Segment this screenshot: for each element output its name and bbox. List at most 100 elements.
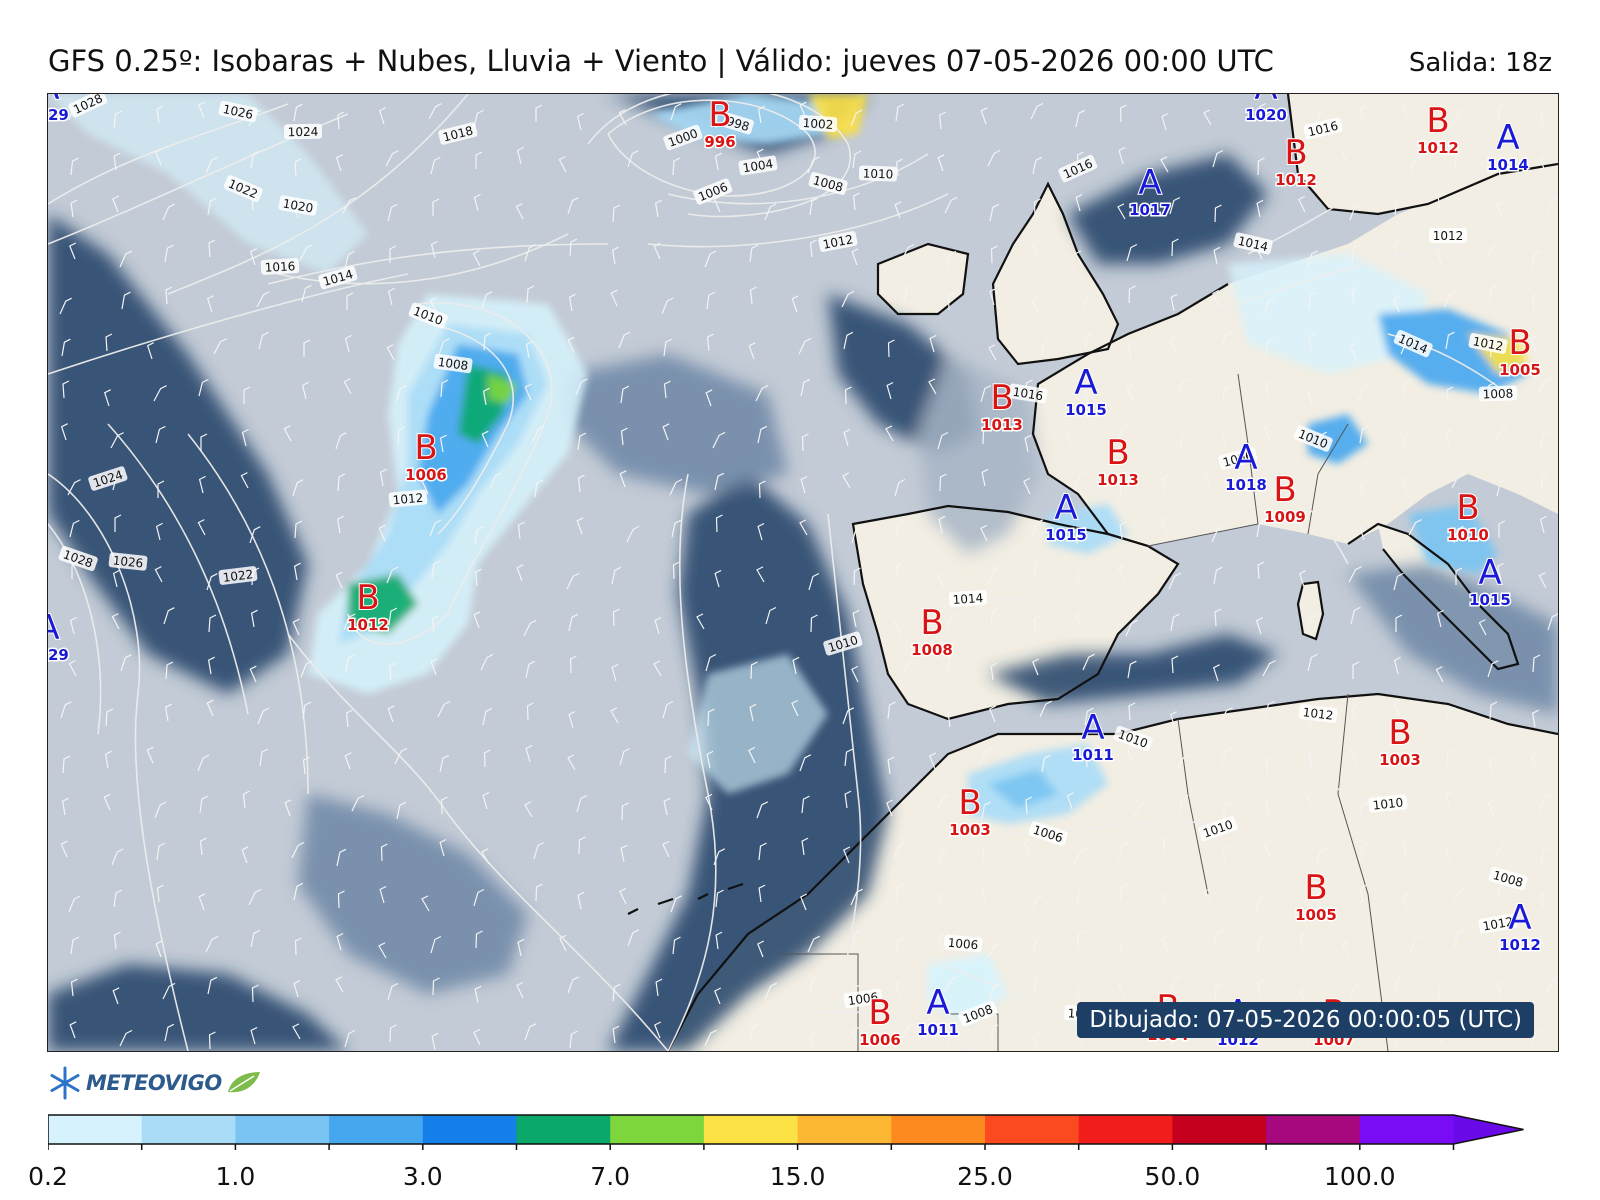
wind-barb	[428, 103, 442, 120]
cloud-area	[298, 794, 528, 994]
wind-barb	[1075, 193, 1083, 212]
svg-text:1026: 1026	[112, 553, 144, 570]
wind-barb	[664, 755, 672, 774]
svg-text:B: B	[1284, 133, 1307, 173]
wind-barb	[121, 291, 131, 310]
wind-barb	[69, 1021, 77, 1039]
wind-barb	[1487, 799, 1495, 817]
wind-barb	[843, 428, 851, 447]
wind-barb	[105, 333, 113, 352]
wind-barb	[525, 744, 533, 763]
precip-area	[1408, 504, 1498, 574]
wind-barb	[757, 940, 765, 958]
wind-barb	[1255, 895, 1267, 913]
wind-barb	[146, 342, 154, 360]
wind-barb	[344, 334, 352, 353]
wind-barb	[750, 661, 758, 680]
wind-barb	[939, 890, 947, 909]
wind-barb	[1307, 653, 1318, 672]
wind-barb	[62, 380, 70, 399]
isobar-line	[277, 233, 569, 285]
wind-barb	[755, 384, 769, 402]
wind-barb	[1478, 619, 1487, 636]
colorbar-segment	[703, 1115, 799, 1144]
wind-barb	[706, 333, 714, 352]
colorbar-segment	[891, 1115, 986, 1144]
wind-barb	[516, 146, 524, 165]
wind-barb	[301, 381, 309, 400]
wind-barb	[1401, 893, 1409, 911]
wind-barb	[335, 976, 344, 993]
wind-barb	[1454, 150, 1463, 169]
wind-barb	[982, 843, 990, 862]
wind-barb	[1298, 570, 1306, 588]
wind-barb	[569, 238, 578, 257]
wind-barb	[292, 618, 300, 636]
wind-barb	[336, 932, 344, 951]
wind-barb	[526, 285, 535, 304]
wind-barb	[250, 609, 258, 628]
wind-barb	[336, 515, 344, 534]
svg-text:B: B	[356, 578, 379, 618]
wind-barb	[388, 607, 398, 626]
wind-barb	[801, 433, 809, 452]
wind-barb	[1214, 204, 1222, 223]
wind-barb	[807, 156, 820, 174]
wind-barb	[1162, 474, 1170, 493]
wind-barb	[1452, 888, 1465, 906]
wind-barb	[808, 572, 820, 591]
land-scandinavia	[1288, 94, 1558, 214]
wind-barb	[430, 935, 442, 954]
wind-barb	[1223, 802, 1231, 820]
wind-barb	[938, 848, 948, 867]
wind-barb	[1066, 430, 1074, 448]
isobar-line	[287, 633, 669, 1051]
wind-barb	[1117, 425, 1130, 443]
wind-barb	[1531, 1029, 1542, 1048]
wind-barb	[757, 105, 765, 124]
wind-barb	[481, 848, 490, 865]
cloud-area	[918, 354, 1038, 554]
wind-barb	[336, 848, 347, 867]
wind-barb	[850, 109, 863, 127]
wind-barb	[241, 428, 249, 447]
wind-barb	[654, 199, 662, 218]
wind-barb	[1265, 338, 1274, 357]
wind-barb	[764, 982, 777, 1000]
cloud-area	[988, 634, 1278, 704]
wind-barb	[1498, 520, 1506, 538]
wind-barb	[1066, 792, 1074, 810]
wind-barb	[1133, 801, 1147, 818]
svg-text:B: B	[1456, 488, 1479, 528]
wind-barb	[345, 709, 353, 728]
wind-barb	[792, 656, 800, 675]
isobar-label: 998	[722, 112, 754, 135]
wind-barb	[337, 473, 346, 492]
wind-barb	[801, 795, 810, 814]
wind-barb	[1454, 929, 1464, 948]
wind-barb	[653, 660, 662, 677]
wind-barb	[1076, 526, 1085, 545]
wind-barb	[798, 337, 812, 355]
wind-barb	[251, 984, 259, 1003]
svg-text:1005: 1005	[1499, 361, 1541, 379]
wind-barb	[473, 109, 484, 128]
isobar-line	[1207, 243, 1449, 315]
wind-barb	[197, 519, 206, 536]
wind-barb	[524, 244, 536, 262]
isobar-label: 1012	[388, 489, 428, 508]
wind-barb	[430, 658, 438, 676]
wind-barb	[483, 332, 492, 351]
wind-barb	[1537, 378, 1551, 395]
svg-text:1012: 1012	[1302, 705, 1334, 723]
svg-text:1026: 1026	[222, 102, 255, 122]
wind-barb	[1402, 378, 1412, 397]
wind-barb	[1126, 745, 1134, 763]
wind-barb	[749, 286, 757, 305]
wind-barb	[1075, 888, 1086, 907]
wind-barb	[1393, 572, 1404, 591]
wind-barb	[481, 291, 493, 309]
wind-barb	[809, 239, 817, 258]
wind-barb	[1455, 567, 1463, 585]
wind-barb	[397, 426, 406, 445]
